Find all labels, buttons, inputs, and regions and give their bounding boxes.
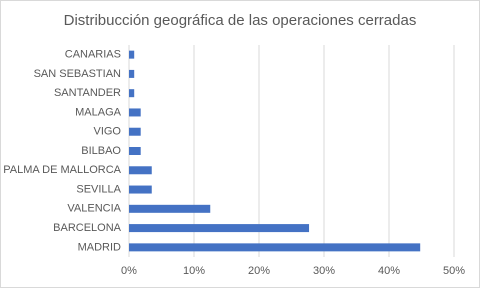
bar bbox=[129, 243, 421, 252]
bar bbox=[129, 147, 141, 155]
y-tick-label: PALMA DE MALLORCA bbox=[3, 164, 121, 176]
y-tick-label: BILBAO bbox=[81, 145, 121, 157]
x-tick-label: 20% bbox=[248, 265, 270, 277]
y-tick-label: VIGO bbox=[93, 126, 121, 138]
y-tick-label: MADRID bbox=[78, 241, 121, 253]
x-tick-label: 50% bbox=[443, 265, 465, 277]
x-tick-label: 10% bbox=[183, 265, 205, 277]
x-tick-label: 0% bbox=[121, 265, 137, 277]
chart-title: Distribucción geográfica de las operacio… bbox=[64, 12, 417, 29]
bar bbox=[129, 69, 135, 78]
bar bbox=[129, 108, 141, 117]
bar bbox=[129, 50, 135, 59]
y-tick-label: BARCELONA bbox=[53, 222, 122, 234]
y-tick-label: VALENCIA bbox=[67, 203, 121, 215]
bar bbox=[129, 204, 211, 213]
bar bbox=[129, 224, 310, 233]
y-tick-label: SAN SEBASTIAN bbox=[34, 68, 121, 80]
y-tick-label: SEVILLA bbox=[76, 183, 121, 195]
x-tick-label: 40% bbox=[378, 265, 400, 277]
bar bbox=[129, 166, 152, 175]
bar bbox=[129, 185, 152, 194]
bar bbox=[129, 89, 135, 98]
y-tick-label: CANARIAS bbox=[65, 49, 121, 61]
y-tick-label: MALAGA bbox=[75, 106, 122, 118]
bar bbox=[129, 127, 141, 136]
y-tick-label: SANTANDER bbox=[54, 87, 121, 99]
x-tick-label: 30% bbox=[313, 265, 335, 277]
